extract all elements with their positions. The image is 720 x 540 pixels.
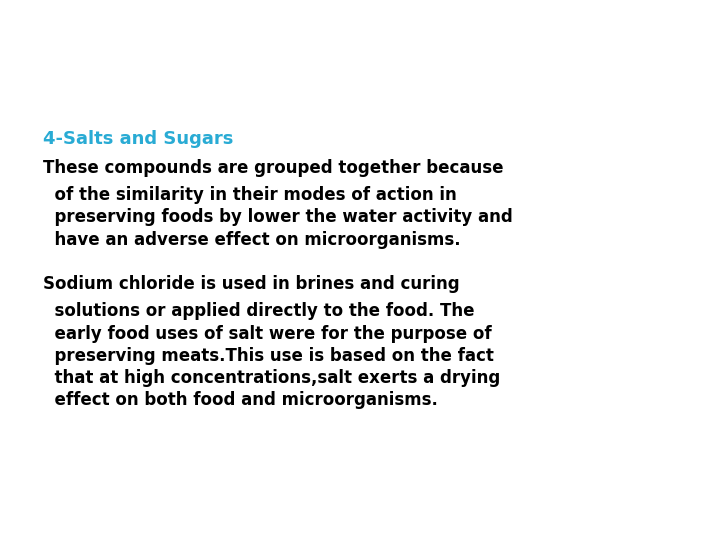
Text: Sodium chloride is used in brines and curing: Sodium chloride is used in brines and cu… xyxy=(43,275,460,293)
Text: solutions or applied directly to the food. The
  early food uses of salt were fo: solutions or applied directly to the foo… xyxy=(43,302,500,409)
Text: These compounds are grouped together because: These compounds are grouped together bec… xyxy=(43,159,504,177)
Text: of the similarity in their modes of action in
  preserving foods by lower the wa: of the similarity in their modes of acti… xyxy=(43,186,513,249)
Text: 4-Salts and Sugars: 4-Salts and Sugars xyxy=(43,130,233,147)
